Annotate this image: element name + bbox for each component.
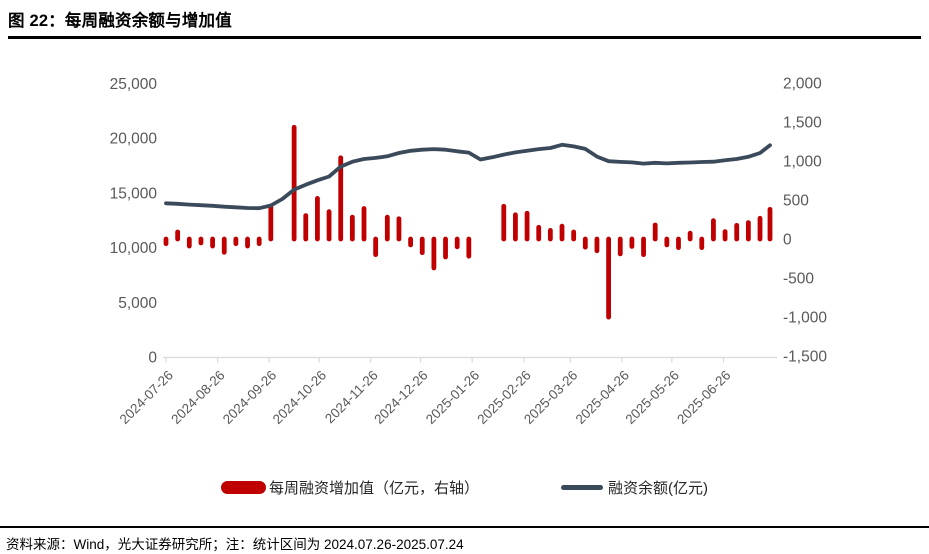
legend-label-balance: 融资余额(亿元) (608, 480, 708, 497)
x-axis-tick-label: 2024-10-26 (270, 368, 329, 427)
x-axis-tick-label: 2025-01-26 (423, 368, 482, 427)
left-axis-tick-label: 10,000 (110, 240, 158, 257)
bar-series-swatch (220, 480, 266, 495)
x-axis-tick-label: 2024-08-26 (168, 368, 227, 427)
right-axis-tick-label: 1,000 (783, 153, 822, 170)
left-axis-tick-label: 0 (148, 350, 157, 367)
right-axis-tick-label: 1,500 (783, 114, 822, 131)
chart-legend: 每周融资增加值（亿元，右轴） 融资余额(亿元) (0, 477, 929, 498)
title-underline (8, 36, 921, 39)
right-axis-tick-label: -500 (783, 271, 814, 288)
line-series-swatch (561, 485, 603, 490)
margin-finance-chart: 2024-07-262024-08-262024-09-262024-10-26… (110, 75, 828, 427)
x-axis-tick-label: 2024-07-26 (117, 368, 176, 427)
legend-label-weekly-change: 每周融资增加值（亿元，右轴） (268, 480, 479, 497)
right-axis-tick-label: -1,500 (783, 349, 827, 366)
right-axis-tick-label: 2,000 (783, 75, 822, 92)
right-axis-tick-label: 500 (783, 192, 809, 209)
balance-line (164, 142, 772, 211)
x-axis-tick-label: 2025-05-26 (623, 368, 682, 427)
left-axis-tick-label: 15,000 (110, 185, 158, 202)
page-title: 图 22：每周融资余额与增加值 (8, 12, 232, 30)
left-axis-tick-label: 5,000 (118, 295, 157, 312)
legend-item-weekly-change: 每周融资增加值（亿元，右轴） (220, 477, 479, 498)
x-axis-tick-label: 2024-12-26 (371, 368, 430, 427)
right-axis-tick-label: -1,000 (783, 310, 827, 327)
left-axis-tick-label: 25,000 (110, 76, 158, 93)
left-axis-tick-label: 20,000 (110, 131, 158, 148)
source-note: 资料来源：Wind，光大证券研究所；注：统计区间为 2024.07.26-202… (0, 526, 929, 554)
legend-item-balance: 融资余额(亿元) (561, 477, 708, 498)
right-axis-tick-label: 0 (783, 232, 792, 249)
x-axis-tick-label: 2025-06-26 (674, 368, 733, 427)
